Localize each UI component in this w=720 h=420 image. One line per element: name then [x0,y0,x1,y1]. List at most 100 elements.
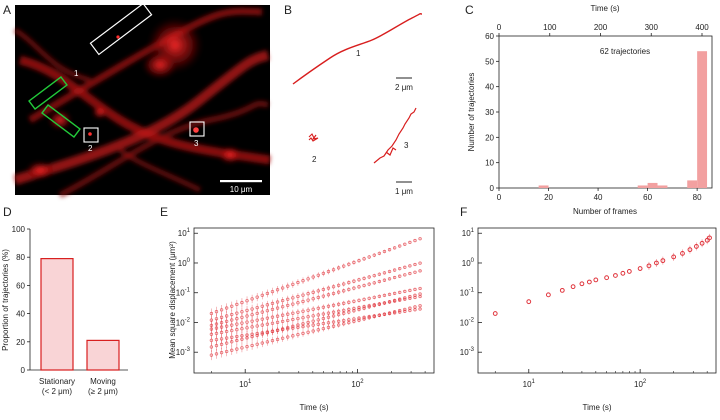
series-5-point-21 [316,322,320,326]
chart-e-frame [193,227,435,374]
series-1-point-33 [377,272,382,276]
series-1-point-12 [270,301,275,306]
chart-f-points [492,233,712,316]
point-15 [660,258,666,264]
y-tick-label-1: 20 [16,338,25,347]
y-tick-label-5: 100 [12,225,26,234]
point-7 [593,277,599,283]
y-tick-label-2: 10-1 [460,288,475,298]
y-tick-label-1: 10-2 [460,317,475,327]
series-4-point-6 [240,327,244,331]
series-0-point-29 [357,258,361,263]
series-4-point-15 [286,318,290,323]
series-3-point-18 [301,309,305,313]
series-6-point-33 [377,302,382,306]
series-3-point-21 [316,306,320,310]
point-9 [613,273,618,278]
series-6-point-4 [230,340,234,344]
series-6-point-24 [331,314,336,318]
point-17 [680,250,685,256]
series-7-point-38 [403,307,407,312]
series-4-point-1 [214,331,219,336]
series-0-point-21 [316,273,320,277]
y-tick-label-0: 0 [21,366,26,375]
series-4-point-21 [316,313,320,317]
series-3-point-34 [382,293,387,298]
series-6-point-20 [311,319,315,323]
x-tick-label-0: 0 [497,193,502,202]
series-2-point-36 [392,275,397,280]
roi-label-3: 3 [194,139,199,148]
top-tick-label-0: 0 [497,23,502,32]
trajectory-2 [308,133,319,142]
series-1-point-37 [398,267,402,271]
roi-label-2: 2 [88,144,93,153]
series-1-point-24 [331,285,336,289]
series-0-point-14 [281,286,285,290]
series-3-point-12 [270,315,275,319]
series-1-point-34 [382,271,387,275]
point-19 [693,244,699,249]
series-0-point-4 [230,304,234,308]
series-0-point-20 [311,275,315,279]
panel-e-letter: E [160,205,168,219]
series-1-point-17 [296,294,300,299]
series-3-point-20 [311,307,315,311]
y-tick-label-0: 10-3 [176,347,191,357]
series-3-point-30 [362,297,366,302]
series-2-point-7 [245,314,249,318]
series-6-point-12 [270,329,275,334]
panel-b-letter: B [284,3,292,17]
roi-box-3 [189,121,205,137]
series-3-point-37 [398,290,402,295]
series-4-point-23 [326,311,331,315]
series-0-point-17 [296,280,300,285]
series-2-point-39 [408,271,412,276]
chart-c-y-label: Number of trajectories [467,73,476,152]
series-7-point-24 [331,324,336,328]
series-7-point-6 [240,346,244,350]
series-5-point-22 [321,321,326,326]
y-tick-label-1: 10-2 [176,317,191,327]
track-label-3: 3 [404,141,409,150]
series-6-point-6 [240,337,244,341]
series-4-point-8 [250,325,254,329]
series-1-point-16 [291,296,295,300]
series-7-point-36 [392,310,397,314]
series-7-point-41 [418,304,422,308]
series-6-point-3 [225,341,229,345]
series-6-point-25 [336,313,341,317]
series-6-point-2 [219,342,224,347]
series-7-point-39 [408,306,412,310]
series-3-point-25 [336,302,341,306]
y-tick-label-1: 10 [485,159,494,168]
series-7-point-32 [372,314,376,319]
panel-f-letter: F [460,205,467,219]
y-tick-label-4: 40 [485,83,494,92]
series-7-point-5 [235,347,239,351]
series-2-point-34 [382,278,387,282]
series-0-point-8 [250,297,254,301]
series-2-point-9 [255,311,259,316]
series-7-point-29 [357,318,361,322]
series-3-point-8 [250,319,254,323]
bar-0 [40,258,74,371]
point-20 [699,240,705,246]
bar-sublabel-0: (< 2 μm) [42,387,73,396]
x-tick-label-1: 102 [351,379,364,389]
series-4-point-4 [230,328,234,333]
series-7-point-19 [306,330,310,334]
series-1-point-30 [362,276,366,281]
y-tick-label-3: 100 [462,258,475,268]
series-2-point-26 [342,289,346,293]
y-tick-label-4: 80 [16,253,25,262]
histogram-bar-1 [637,185,648,188]
series-1-point-31 [367,275,371,279]
series-6-point-17 [296,323,300,327]
series-3-point-36 [392,291,397,296]
point-5 [579,281,585,287]
point-3 [559,287,565,293]
series-0-point-33 [377,251,382,255]
series-7-point-10 [260,341,264,345]
series-0-point-3 [225,306,229,310]
